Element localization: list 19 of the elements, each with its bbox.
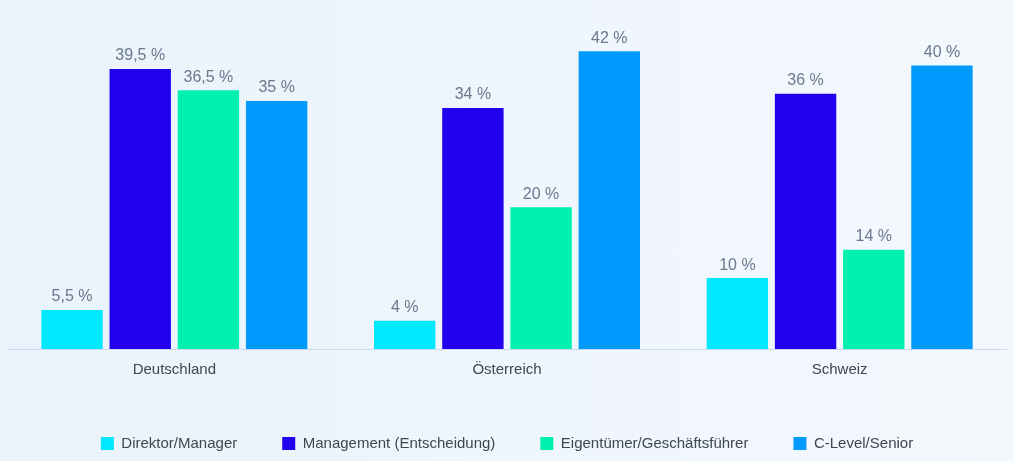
legend-label: Management (Entscheidung) [302, 433, 496, 451]
x-tick-label: Deutschland [132, 360, 217, 378]
data-label: 4 % [390, 298, 419, 316]
data-label: 40 % [923, 42, 961, 60]
data-label: 36 % [787, 71, 824, 89]
x-tick-label: Österreich [472, 360, 542, 378]
legend-label: Eigentümer/Geschäftsführer [560, 433, 749, 451]
data-label: 36,5 % [183, 67, 234, 85]
data-label: 35 % [258, 78, 295, 96]
data-label: 34 % [454, 85, 492, 103]
data-label: 14 % [855, 227, 892, 245]
legend-label: C-Level/Senior [813, 433, 914, 451]
data-label: 5,5 % [51, 287, 93, 305]
data-label: 20 % [522, 184, 560, 202]
data-label: 42 % [591, 28, 628, 46]
x-tick-label: Schweiz [811, 360, 868, 378]
legend-label: Direktor/Manager [121, 433, 238, 451]
data-label: 39,5 % [115, 46, 166, 64]
data-label: 10 % [719, 255, 756, 273]
